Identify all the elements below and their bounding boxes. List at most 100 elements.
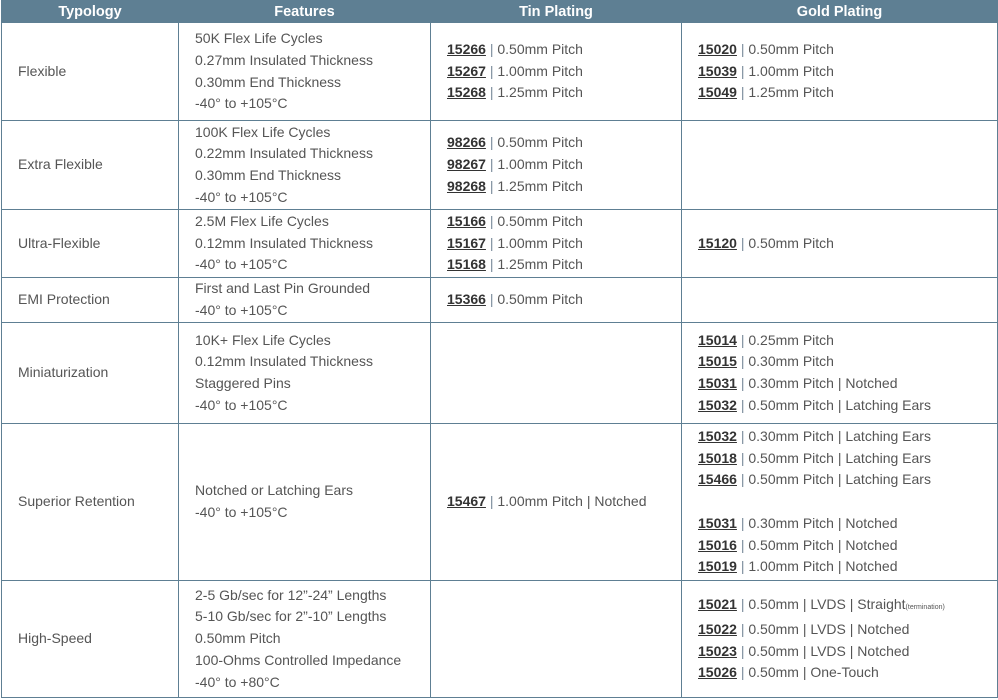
feature-line: 0.30mm End Thickness bbox=[195, 73, 342, 90]
gold-plating-cell: 15120 | 0.50mm Pitch bbox=[681, 209, 998, 278]
header-row: Typology Features Tin Plating Gold Plati… bbox=[1, 0, 998, 23]
part-description: 1.00mm Pitch | Notched bbox=[748, 558, 898, 575]
part-description: 1.25mm Pitch bbox=[497, 177, 583, 194]
part-number-link[interactable]: 15031 bbox=[698, 375, 737, 391]
tin-plating-cell bbox=[430, 322, 682, 424]
part-number-link[interactable]: 15049 bbox=[698, 84, 737, 101]
gold-plating-cell bbox=[681, 277, 998, 323]
header-features: Features bbox=[178, 0, 431, 23]
features-cell: 100K Flex Life Cycles 0.22mm Insulated Th… bbox=[178, 120, 431, 210]
part-number-link[interactable]: 15266 bbox=[447, 40, 486, 57]
part-number-link[interactable]: 15016 bbox=[698, 536, 737, 553]
separator: | bbox=[485, 62, 498, 79]
feature-line: -40° to +105°C bbox=[195, 256, 288, 273]
feature-line: 5-10 Gb/sec for 2”-10” Lengths bbox=[195, 608, 387, 625]
part-description: 1.25mm Pitch bbox=[497, 84, 583, 101]
part-description: 1.25mm Pitch bbox=[748, 84, 834, 101]
separator: | bbox=[485, 256, 498, 273]
feature-line: 2-5 Gb/sec for 12”-24” Lengths bbox=[195, 586, 387, 603]
part-item: 15266 | 0.50mm Pitch bbox=[447, 39, 681, 61]
tin-plating-cell: 15366 | 0.50mm Pitch bbox=[430, 277, 682, 323]
part-item: 15467 | 1.00mm Pitch | Notched bbox=[447, 491, 681, 513]
tin-plating-cell bbox=[430, 580, 682, 698]
separator: | bbox=[736, 40, 749, 57]
part-number-link[interactable]: 15120 bbox=[698, 234, 737, 251]
part-item: 15039 | 1.00mm Pitch bbox=[698, 61, 997, 83]
features-cell: 10K+ Flex Life Cycles 0.12mm Insulated Th… bbox=[178, 322, 431, 424]
part-number-link[interactable]: 15020 bbox=[698, 40, 737, 57]
gold-plating-cell: 15021 | 0.50mm | LVDS | Straight(termina… bbox=[681, 580, 998, 698]
part-number-link[interactable]: 15022 bbox=[698, 620, 737, 637]
separator: | bbox=[485, 40, 498, 57]
part-description: 0.50mm | LVDS | Straight bbox=[748, 596, 906, 613]
part-number-link[interactable]: 15039 bbox=[698, 62, 737, 79]
part-description: 0.50mm Pitch | Latching Ears bbox=[748, 396, 931, 413]
part-description: 0.50mm Pitch | Latching Ears bbox=[748, 471, 931, 488]
part-item: 15031 | 0.30mm Pitch | Notched bbox=[698, 373, 997, 395]
part-item: 15021 | 0.50mm | LVDS | Straight(termina… bbox=[698, 594, 997, 619]
part-description: 0.50mm | LVDS | Notched bbox=[748, 642, 910, 659]
part-number-link[interactable]: 98267 bbox=[447, 156, 486, 173]
part-item: 15032 | 0.50mm Pitch | Latching Ears bbox=[698, 395, 997, 417]
part-number-link[interactable]: 15267 bbox=[447, 62, 486, 79]
part-number-link[interactable]: 15026 bbox=[698, 664, 737, 681]
header-typology: Typology bbox=[1, 0, 179, 23]
separator: | bbox=[736, 558, 749, 575]
part-item: 15120 | 0.50mm Pitch bbox=[698, 233, 997, 255]
feature-line: 0.22mm Insulated Thickness bbox=[195, 145, 373, 162]
part-item: 15020 | 0.50mm Pitch bbox=[698, 39, 997, 61]
table-row: Flexible 50K Flex Life Cycles 0.27mm Insul… bbox=[1, 22, 998, 121]
part-number-link[interactable]: 98266 bbox=[447, 134, 486, 151]
separator: | bbox=[736, 331, 749, 348]
part-number-link[interactable]: 15366 bbox=[447, 291, 486, 308]
feature-line: 0.27mm Insulated Thickness bbox=[195, 51, 373, 68]
part-number-link[interactable]: 15167 bbox=[447, 234, 486, 251]
part-number-link[interactable]: 15021 bbox=[698, 596, 737, 613]
feature-line: -40° to +105°C bbox=[195, 302, 288, 318]
separator: | bbox=[485, 493, 498, 510]
part-number-link[interactable]: 15031 bbox=[698, 514, 737, 531]
part-number-link[interactable]: 15019 bbox=[698, 558, 737, 575]
part-item: 15016 | 0.50mm Pitch | Notched bbox=[698, 535, 997, 557]
header-gold-plating: Gold Plating bbox=[681, 0, 998, 23]
part-number-link[interactable]: 15032 bbox=[698, 428, 737, 445]
part-number-link[interactable]: 15268 bbox=[447, 84, 486, 101]
tin-plating-cell: 15266 | 0.50mm Pitch 15267 | 1.00mm Pitch… bbox=[430, 22, 682, 121]
feature-line: -40° to +105°C bbox=[195, 504, 288, 520]
part-number-link[interactable]: 15023 bbox=[698, 642, 737, 659]
separator: | bbox=[736, 428, 749, 445]
part-description: 0.50mm Pitch | Latching Ears bbox=[748, 449, 931, 466]
part-description: 0.50mm Pitch bbox=[497, 134, 583, 151]
part-item: 98266 | 0.50mm Pitch bbox=[447, 132, 681, 154]
part-item: 15168 | 1.25mm Pitch bbox=[447, 254, 681, 276]
part-item: 15366 | 0.50mm Pitch bbox=[447, 289, 681, 311]
features-cell: Notched or Latching Ears -40° to +105°C bbox=[178, 423, 431, 581]
part-description: 0.30mm Pitch | Notched bbox=[748, 514, 898, 531]
part-number-link[interactable]: 15168 bbox=[447, 256, 486, 273]
part-description: 1.00mm Pitch bbox=[497, 62, 583, 79]
features-cell: 2.5M Flex Life Cycles 0.12mm Insulated Th… bbox=[178, 209, 431, 278]
part-item: 15026 | 0.50mm | One-Touch bbox=[698, 662, 997, 684]
part-description: 0.50mm | LVDS | Notched bbox=[748, 620, 910, 637]
part-description: 0.25mm Pitch bbox=[748, 331, 834, 348]
part-number-link[interactable]: 15018 bbox=[698, 449, 737, 466]
part-description: 1.00mm Pitch | Notched bbox=[497, 493, 647, 510]
part-number-link[interactable]: 15466 bbox=[698, 471, 737, 488]
part-number-link[interactable]: 15014 bbox=[698, 331, 737, 348]
separator: | bbox=[736, 396, 749, 413]
separator: | bbox=[485, 177, 498, 194]
part-number-link[interactable]: 15032 bbox=[698, 396, 737, 413]
feature-line: 0.12mm Insulated Thickness bbox=[195, 353, 373, 370]
part-description: 0.30mm Pitch | Latching Ears bbox=[748, 428, 931, 445]
part-number-link[interactable]: 15015 bbox=[698, 353, 737, 370]
header-tin-plating: Tin Plating bbox=[430, 0, 682, 23]
part-number-link[interactable]: 15467 bbox=[447, 493, 486, 510]
part-description: 0.50mm Pitch bbox=[748, 40, 834, 57]
feature-line: -40° to +105°C bbox=[195, 188, 288, 205]
feature-line: 50K Flex Life Cycles bbox=[195, 30, 323, 47]
part-description: 0.30mm Pitch | Notched bbox=[748, 375, 898, 391]
typology-cell: Miniaturization bbox=[1, 322, 179, 424]
part-number-link[interactable]: 98268 bbox=[447, 177, 486, 194]
part-number-link[interactable]: 15166 bbox=[447, 212, 486, 229]
